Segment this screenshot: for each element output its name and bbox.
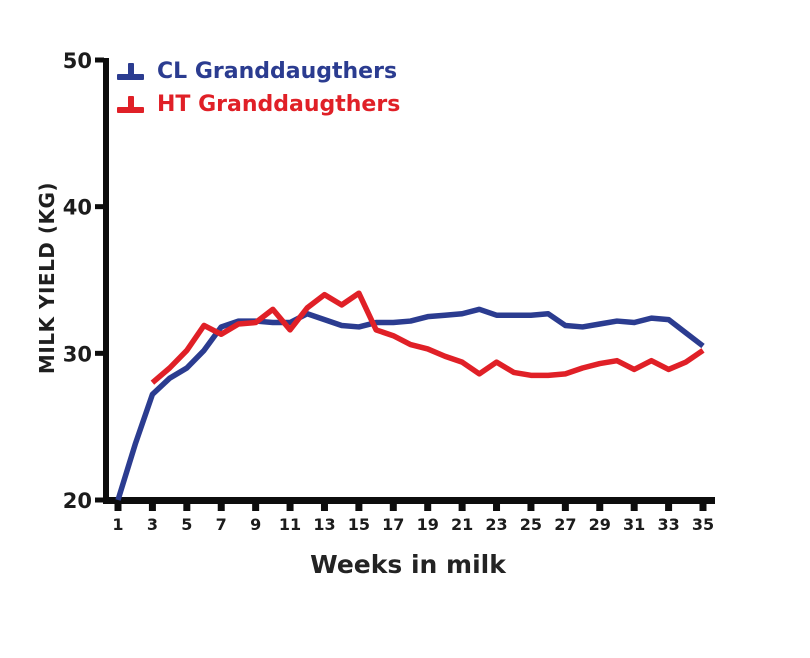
- x-axis-line: [103, 497, 715, 504]
- x-tick-label: 5: [181, 515, 192, 534]
- x-tick: [114, 504, 122, 511]
- x-tick: [699, 504, 707, 511]
- x-tick-label: 15: [348, 515, 370, 534]
- x-tick-label: 13: [313, 515, 335, 534]
- x-tick: [252, 504, 260, 511]
- x-tick-label: 7: [216, 515, 227, 534]
- y-tick: [95, 57, 104, 63]
- x-tick-label: 35: [692, 515, 714, 534]
- x-tick-label: 1: [112, 515, 123, 534]
- legend-label-ht: HT Granddaugthers: [157, 91, 401, 117]
- x-tick: [286, 504, 294, 511]
- x-tick: [389, 504, 397, 511]
- y-tick-label: 40: [63, 196, 92, 220]
- y-axis-title: MILK YIELD (KG): [35, 181, 59, 375]
- x-tick: [148, 504, 156, 511]
- x-tick: [561, 504, 569, 511]
- x-tick-label: 29: [589, 515, 611, 534]
- y-tick-label: 20: [63, 489, 92, 513]
- x-tick-label: 17: [382, 515, 404, 534]
- y-tick-label: 30: [63, 342, 92, 366]
- x-tick: [320, 504, 328, 511]
- legend-label-cl: CL Granddaugthers: [157, 58, 398, 84]
- x-tick-label: 11: [279, 515, 301, 534]
- x-tick: [493, 504, 501, 511]
- x-tick-label: 27: [554, 515, 576, 534]
- y-axis-line: [103, 58, 109, 504]
- y-tick: [95, 497, 104, 503]
- legend-item-ht: HT Granddaugthers: [117, 91, 400, 117]
- y-tick: [95, 204, 104, 210]
- y-tick-label: 50: [63, 49, 92, 73]
- x-tick-label: 21: [451, 515, 473, 534]
- x-tick: [527, 504, 535, 511]
- x-tick-label: 3: [147, 515, 158, 534]
- x-tick: [217, 504, 225, 511]
- series-line-cl: [115, 306, 705, 501]
- up-tack-icon: [117, 95, 144, 113]
- x-tick-label: 25: [520, 515, 542, 534]
- x-tick-label: 33: [657, 515, 679, 534]
- legend: CL Granddaugthers HT Granddaugthers: [117, 58, 400, 124]
- x-tick: [665, 504, 673, 511]
- x-tick: [630, 504, 638, 511]
- y-tick: [95, 350, 104, 356]
- x-tick-label: 9: [250, 515, 261, 534]
- x-tick: [458, 504, 466, 511]
- x-tick-label: 31: [623, 515, 645, 534]
- x-tick-label: 19: [417, 515, 439, 534]
- x-tick: [183, 504, 191, 511]
- up-tack-icon: [117, 62, 144, 80]
- x-tick: [424, 504, 432, 511]
- series-line-ht: [150, 290, 705, 385]
- x-tick-label: 23: [485, 515, 507, 534]
- x-tick: [596, 504, 604, 511]
- legend-item-cl: CL Granddaugthers: [117, 58, 400, 84]
- x-axis-title: Weeks in milk: [310, 550, 506, 579]
- x-tick: [355, 504, 363, 511]
